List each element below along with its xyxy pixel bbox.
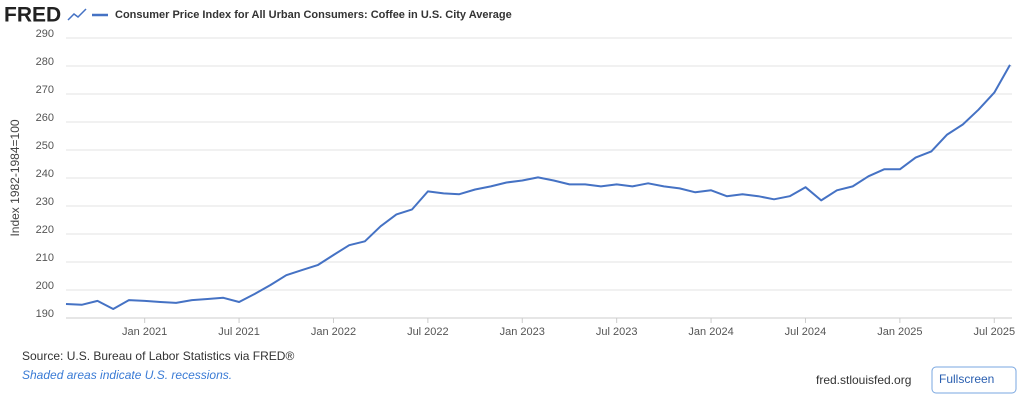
y-tick-label: 270: [36, 84, 54, 96]
y-axis-label: Index 1982-1984=100: [8, 119, 22, 236]
y-tick-label: 230: [36, 196, 54, 208]
data-line: [65, 64, 1011, 310]
y-tick-label: 280: [36, 56, 54, 68]
y-tick-label: 250: [36, 140, 54, 152]
y-tick-label: 220: [36, 224, 54, 236]
x-tick-label: Jan 2021: [122, 326, 167, 338]
x-tick-label: Jul 2021: [218, 326, 260, 338]
y-tick-label: 290: [36, 28, 54, 40]
legend-label: Consumer Price Index for All Urban Consu…: [115, 9, 512, 21]
x-tick-label: Jul 2022: [407, 326, 449, 338]
x-tick-label: Jan 2025: [877, 326, 922, 338]
x-tick-label: Jan 2024: [688, 326, 733, 338]
fullscreen-button[interactable]: [931, 366, 1017, 394]
x-tick-label: Jul 2024: [785, 326, 827, 338]
site: fred.stlouisfed.org: [816, 373, 911, 387]
logo-icon: [67, 8, 87, 21]
logo: FRED: [4, 4, 61, 27]
y-tick-label: 260: [36, 112, 54, 124]
source: Source: U.S. Bureau of Labor Statistics …: [22, 349, 294, 363]
x-tick-label: Jan 2023: [500, 326, 545, 338]
x-tick-label: Jan 2022: [311, 326, 356, 338]
y-tick-label: 240: [36, 168, 54, 180]
note: Shaded areas indicate U.S. recessions.: [22, 368, 232, 382]
y-tick-label: 190: [36, 308, 54, 320]
x-tick-label: Jul 2025: [973, 326, 1015, 338]
x-tick-label: Jul 2023: [596, 326, 638, 338]
y-tick-label: 200: [36, 280, 54, 292]
y-tick-label: 210: [36, 252, 54, 264]
fullscreen-label[interactable]: Fullscreen: [939, 372, 994, 386]
